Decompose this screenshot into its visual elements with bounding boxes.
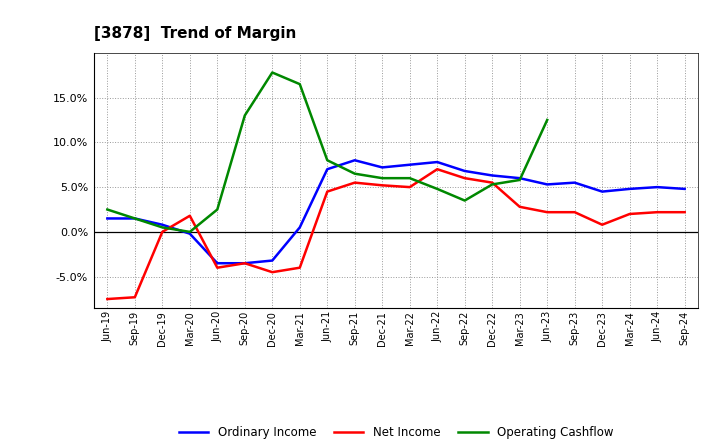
Ordinary Income [323,167,332,172]
Ordinary Income [543,182,552,187]
Operating Cashflow [213,207,222,212]
Net Income [433,167,441,172]
Net Income [516,204,524,209]
Text: [3878]  Trend of Margin: [3878] Trend of Margin [94,26,296,41]
Net Income [543,209,552,215]
Net Income [103,297,112,302]
Ordinary Income [351,158,359,163]
Operating Cashflow [405,176,414,181]
Operating Cashflow [516,177,524,183]
Operating Cashflow [460,198,469,203]
Operating Cashflow [378,176,387,181]
Net Income [130,295,139,300]
Ordinary Income [488,173,497,178]
Ordinary Income [378,165,387,170]
Net Income [378,183,387,188]
Net Income [405,184,414,190]
Ordinary Income [295,225,304,230]
Ordinary Income [680,186,689,191]
Operating Cashflow [158,225,166,230]
Ordinary Income [130,216,139,221]
Legend: Ordinary Income, Net Income, Operating Cashflow: Ordinary Income, Net Income, Operating C… [174,421,618,440]
Ordinary Income [268,258,276,263]
Ordinary Income [626,186,634,191]
Net Income [653,209,662,215]
Line: Ordinary Income: Ordinary Income [107,160,685,263]
Ordinary Income [433,159,441,165]
Net Income [680,209,689,215]
Net Income [186,213,194,218]
Net Income [351,180,359,185]
Net Income [213,265,222,270]
Net Income [570,209,579,215]
Ordinary Income [213,260,222,266]
Ordinary Income [158,222,166,227]
Ordinary Income [598,189,606,194]
Ordinary Income [460,169,469,174]
Operating Cashflow [295,81,304,87]
Operating Cashflow [351,171,359,176]
Ordinary Income [240,260,249,266]
Line: Operating Cashflow: Operating Cashflow [107,73,547,232]
Ordinary Income [103,216,112,221]
Net Income [158,229,166,235]
Operating Cashflow [488,182,497,187]
Ordinary Income [570,180,579,185]
Net Income [488,180,497,185]
Net Income [598,222,606,227]
Operating Cashflow [543,117,552,123]
Net Income [323,189,332,194]
Operating Cashflow [240,113,249,118]
Operating Cashflow [433,186,441,191]
Net Income [268,270,276,275]
Operating Cashflow [186,229,194,235]
Ordinary Income [516,176,524,181]
Ordinary Income [653,184,662,190]
Operating Cashflow [268,70,276,75]
Operating Cashflow [103,207,112,212]
Net Income [460,176,469,181]
Ordinary Income [405,162,414,167]
Net Income [626,211,634,216]
Line: Net Income: Net Income [107,169,685,299]
Net Income [295,265,304,270]
Operating Cashflow [130,216,139,221]
Operating Cashflow [323,158,332,163]
Net Income [240,260,249,266]
Ordinary Income [186,231,194,236]
